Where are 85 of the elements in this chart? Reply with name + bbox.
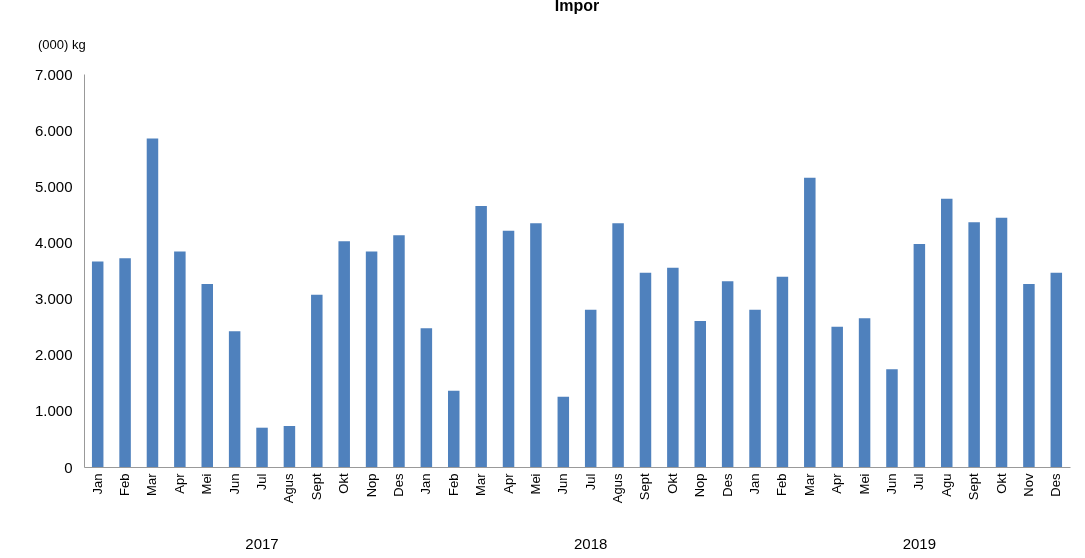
x-tick-label: Des xyxy=(390,473,406,497)
x-tick-label: Jul xyxy=(911,473,927,491)
bar xyxy=(612,223,624,467)
chart-title: Impor xyxy=(554,0,600,14)
bar xyxy=(721,281,734,467)
bar xyxy=(858,318,871,467)
x-tick-label: Feb xyxy=(117,473,133,496)
x-tick-label: Jul xyxy=(254,473,270,491)
bar xyxy=(311,294,323,467)
x-tick-label: Apr xyxy=(171,472,187,494)
bar xyxy=(420,328,433,467)
bar xyxy=(283,426,296,467)
y-tick-label: 2.000 xyxy=(34,346,73,364)
bar xyxy=(667,267,679,467)
x-tick-label: Mar xyxy=(801,472,817,496)
y-tick-label: 0 xyxy=(64,458,73,476)
bar xyxy=(941,198,953,467)
x-tick-label: Agus xyxy=(281,473,297,504)
x-tick-label: Mar xyxy=(473,472,489,496)
x-tick-label: Jun xyxy=(883,473,899,495)
y-tick-label: 6.000 xyxy=(34,121,73,139)
bar xyxy=(995,217,1008,467)
x-tick-label: Agu xyxy=(938,473,954,497)
y-tick-label: 5.000 xyxy=(34,177,73,195)
bar xyxy=(201,283,213,467)
x-tick-label: Feb xyxy=(445,473,461,496)
x-tick-label: Agus xyxy=(610,473,626,504)
x-tick-label: Apr xyxy=(500,472,516,494)
x-tick-label: Feb xyxy=(774,473,790,496)
text: 2017 xyxy=(245,535,279,552)
x-tick-label: Mei xyxy=(527,473,543,495)
bar xyxy=(119,258,131,467)
y-tick-label: 1.000 xyxy=(34,402,73,420)
bar xyxy=(228,331,241,467)
x-tick-label: Sept xyxy=(966,473,982,501)
x-tick-label: Nop xyxy=(692,473,708,498)
y-tick-label: 4.000 xyxy=(34,233,73,251)
bar xyxy=(174,251,186,467)
bar xyxy=(831,326,843,467)
bar xyxy=(968,222,980,467)
x-tick-label: Mei xyxy=(856,473,872,495)
bar xyxy=(91,261,104,467)
x-tick-label: Mar xyxy=(144,472,160,496)
x-tick-label: Okt xyxy=(336,473,352,494)
x-tick-label: Des xyxy=(719,473,735,497)
bar xyxy=(584,309,597,467)
x-tick-label: Nop xyxy=(363,473,379,498)
x-tick-label: Nov xyxy=(1020,473,1036,497)
bar xyxy=(475,205,487,467)
bar xyxy=(448,390,460,467)
bar xyxy=(749,309,761,467)
bar xyxy=(639,272,652,467)
x-tick-label: Jun xyxy=(226,473,242,495)
bar xyxy=(365,251,378,467)
bar xyxy=(256,427,268,467)
bar xyxy=(804,177,816,467)
x-tick-label: Des xyxy=(1048,473,1064,497)
x-tick-label: Okt xyxy=(664,473,680,494)
text: 2018 xyxy=(574,535,608,552)
x-tick-label: Jul xyxy=(582,473,598,491)
y-axis-title: (000) kg xyxy=(38,37,86,52)
x-tick-label: Jun xyxy=(555,473,571,495)
bar xyxy=(1050,272,1063,467)
x-tick-label: Okt xyxy=(993,473,1009,494)
bar xyxy=(393,235,405,467)
bar xyxy=(338,241,350,467)
text: 2019 xyxy=(902,535,937,552)
bar xyxy=(530,223,542,467)
x-tick-label: Mei xyxy=(199,473,215,495)
bar xyxy=(776,276,789,467)
x-tick-label: Jan xyxy=(418,473,434,495)
x-tick-label: Sept xyxy=(637,473,653,501)
bar xyxy=(886,369,898,467)
bar xyxy=(146,138,159,467)
bar xyxy=(557,396,570,467)
bar xyxy=(1023,283,1035,467)
bar xyxy=(502,230,515,467)
y-tick-label: 7.000 xyxy=(34,65,73,83)
x-tick-label: Jan xyxy=(747,473,763,495)
x-tick-label: Sept xyxy=(308,473,324,501)
y-tick-label: 3.000 xyxy=(34,290,73,308)
x-tick-label: Apr xyxy=(829,472,845,494)
bar xyxy=(694,321,706,467)
x-tick-label: Jan xyxy=(89,473,105,495)
bar xyxy=(913,244,926,467)
